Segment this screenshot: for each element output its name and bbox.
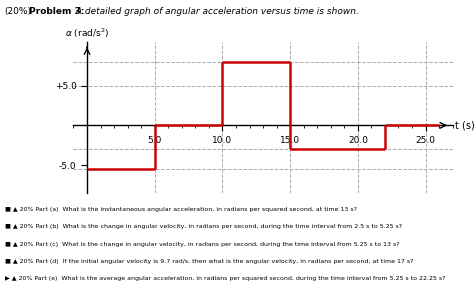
- Text: ■ ▲ 20% Part (c)  What is the change in angular velocity, in radians per second,: ■ ▲ 20% Part (c) What is the change in a…: [5, 242, 400, 246]
- Text: Problem 3:: Problem 3:: [26, 7, 88, 16]
- Text: A detailed graph of angular acceleration versus time is shown.: A detailed graph of angular acceleration…: [73, 7, 359, 16]
- Text: ■ ▲ 20% Part (a)  What is the instantaneous angular acceleration, in radians per: ■ ▲ 20% Part (a) What is the instantaneo…: [5, 207, 357, 212]
- Text: ▶ ▲ 20% Part (e)  What is the average angular acceleration, in radians per squar: ▶ ▲ 20% Part (e) What is the average ang…: [5, 276, 445, 281]
- Text: ■ ▲ 20% Part (b)  What is the change in angular velocity, in radians per second,: ■ ▲ 20% Part (b) What is the change in a…: [5, 224, 402, 229]
- Text: (20%): (20%): [5, 7, 32, 16]
- Text: ■ ▲ 20% Part (d)  If the initial angular velocity is 9.7 rad/s, then what is the: ■ ▲ 20% Part (d) If the initial angular …: [5, 259, 413, 264]
- Text: t (s): t (s): [456, 120, 474, 130]
- Text: $\alpha$ (rad/s$^2$): $\alpha$ (rad/s$^2$): [65, 26, 109, 40]
